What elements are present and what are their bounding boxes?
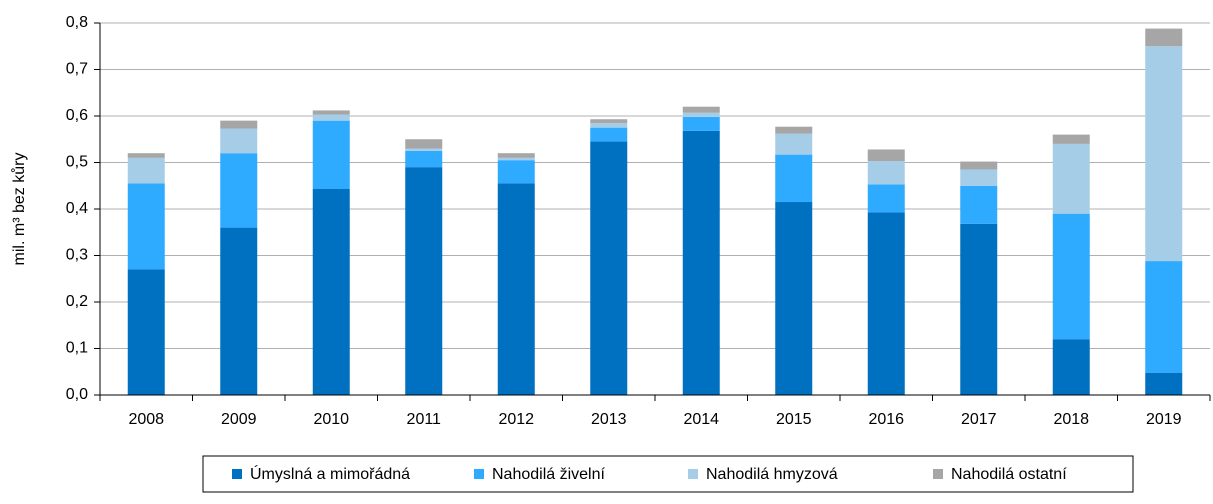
bar-segment: [682, 112, 720, 117]
bar-segment: [775, 126, 813, 134]
bar-segment: [312, 114, 350, 121]
bar-segment: [497, 160, 535, 184]
bar-segment: [405, 167, 443, 395]
x-tick-label: 2013: [591, 411, 627, 428]
y-tick-label: 0,1: [66, 340, 88, 357]
legend-label: Úmyslná a mimořádná: [250, 464, 410, 483]
x-tick-label: 2019: [1146, 411, 1182, 428]
bar-segment: [1052, 339, 1090, 395]
bar-segment: [590, 119, 628, 123]
bar-segment: [127, 269, 165, 395]
legend-swatch: [232, 469, 242, 479]
y-tick-label: 0,6: [66, 107, 88, 124]
x-tick-label: 2016: [868, 411, 904, 428]
bar-segment: [682, 116, 720, 131]
bar-segment: [1052, 134, 1090, 144]
bar-segment: [220, 120, 258, 129]
bar-segment: [497, 157, 535, 161]
x-tick-label: 2009: [221, 411, 257, 428]
bar-segment: [1145, 372, 1183, 395]
y-tick-label: 0,4: [66, 200, 88, 217]
bar-segment: [127, 157, 165, 184]
bar-segment: [1145, 261, 1183, 373]
legend-label: Nahodilá hmyzová: [706, 466, 838, 483]
x-tick-label: 2011: [407, 411, 442, 428]
bar-segment: [960, 169, 998, 186]
bar-segment: [590, 127, 628, 142]
bar-segment: [1145, 46, 1183, 262]
bar-segment: [960, 185, 998, 224]
bar-segment: [867, 149, 905, 162]
bar-segment: [960, 161, 998, 170]
x-tick-label: 2017: [961, 411, 997, 428]
x-tick-label: 2018: [1053, 411, 1089, 428]
bar-segment: [497, 183, 535, 395]
x-tick-label: 2010: [313, 411, 349, 428]
y-tick-label: 0,7: [66, 61, 88, 78]
legend-swatch: [688, 469, 698, 479]
bar-segment: [1052, 213, 1090, 340]
bar-segment: [867, 212, 905, 395]
bar-segment: [127, 153, 165, 158]
bar-segment: [775, 202, 813, 395]
y-axis-label: mil. m³ bez kůry: [10, 153, 28, 266]
y-tick-label: 0,8: [66, 14, 88, 31]
y-tick-label: 0,2: [66, 293, 88, 310]
x-tick-label: 2014: [683, 411, 719, 428]
y-tick-label: 0,0: [66, 386, 88, 403]
legend-label: Nahodilá živelní: [492, 466, 606, 483]
bar-segment: [1145, 28, 1183, 47]
bar-segment: [497, 153, 535, 158]
x-tick-label: 2008: [128, 411, 164, 428]
bar-segment: [312, 189, 350, 395]
legend-box: [202, 455, 1134, 493]
bar-segment: [127, 183, 165, 270]
bar-segment: [590, 122, 628, 128]
bar-segment: [220, 227, 258, 395]
bar-segment: [220, 128, 258, 154]
bar-segment: [960, 223, 998, 395]
x-tick-label: 2015: [776, 411, 812, 428]
bar-segment: [405, 148, 443, 151]
bar-segment: [590, 141, 628, 395]
bar-segment: [1052, 143, 1090, 214]
bar-segment: [867, 161, 905, 185]
bar-segment: [682, 106, 720, 113]
legend-swatch: [474, 469, 484, 479]
bar-segment: [775, 133, 813, 155]
bar-segment: [775, 154, 813, 203]
y-tick-label: 0,3: [66, 247, 88, 264]
bar-segment: [682, 130, 720, 395]
legend-label: Nahodilá ostatní: [951, 466, 1067, 483]
bar-segment: [867, 184, 905, 213]
bar-segment: [312, 120, 350, 190]
bar-segment: [405, 150, 443, 168]
bar-segment: [405, 139, 443, 149]
bar-segment: [220, 153, 258, 228]
y-tick-label: 0,5: [66, 154, 88, 171]
legend-swatch: [933, 469, 943, 479]
x-tick-label: 2012: [498, 411, 534, 428]
bar-segment: [312, 110, 350, 115]
